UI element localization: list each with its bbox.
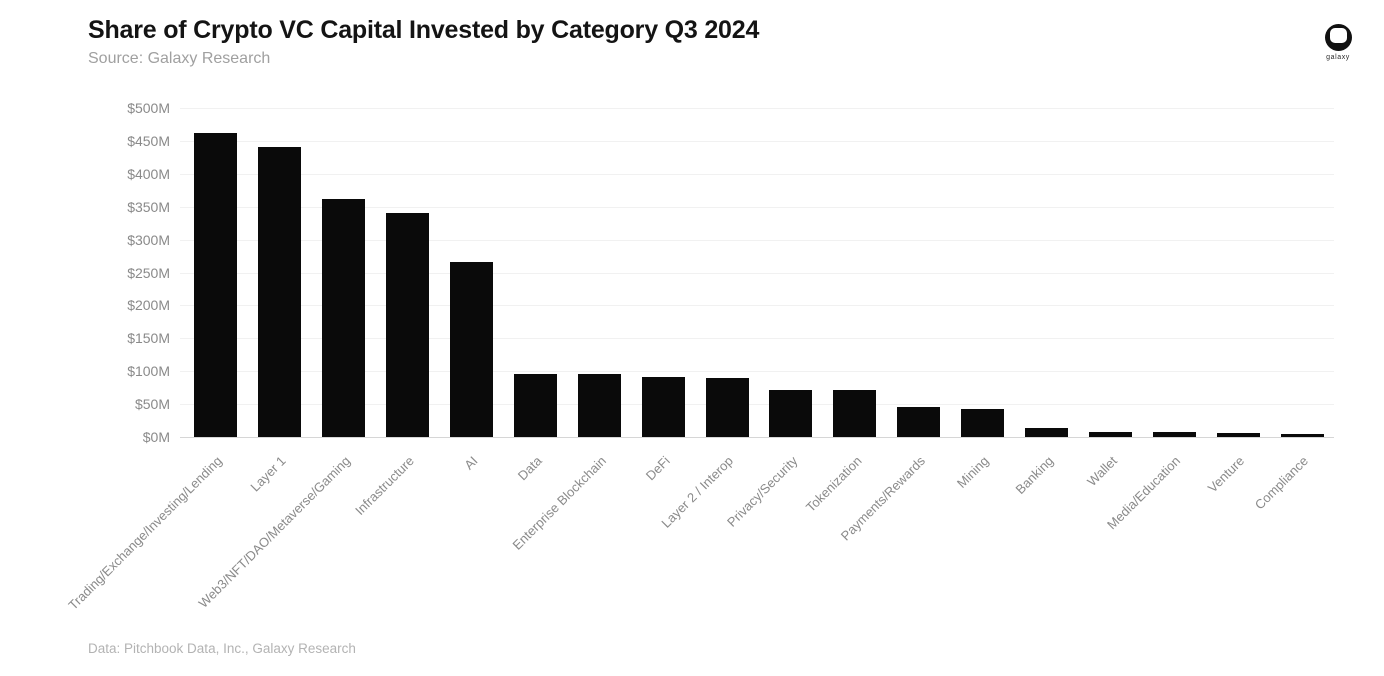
bar [1025, 428, 1068, 437]
gridline [180, 108, 1334, 109]
bar [1281, 434, 1324, 437]
x-axis-line [180, 437, 1334, 438]
galaxy-logo: galaxy [1318, 24, 1358, 61]
y-tick-label: $150M [127, 330, 170, 347]
x-tick-label: Mining [954, 453, 992, 491]
galaxy-logo-label: galaxy [1326, 54, 1350, 61]
galaxy-logo-icon [1324, 24, 1352, 51]
y-tick-label: $50M [134, 396, 170, 413]
y-tick-label: $0M [142, 429, 170, 445]
bar [897, 407, 940, 437]
gridline [180, 173, 1334, 175]
y-tick-label: $250M [127, 264, 170, 281]
x-tick-label: Data [514, 453, 545, 484]
y-tick-label: $500M [127, 100, 170, 116]
x-tick-label: Venture [1205, 453, 1248, 496]
gridline [180, 305, 1334, 307]
bar [706, 378, 749, 437]
galaxy-logo-icon-hole [1329, 28, 1347, 43]
x-tick-label: Layer 1 [247, 453, 290, 495]
footer-note: Data: Pitchbook Data, Inc., Galaxy Resea… [88, 641, 356, 656]
x-tick-label: Privacy/Security [723, 453, 801, 530]
bar [322, 199, 365, 437]
bar [450, 262, 493, 437]
x-tick-label: Infrastructure [352, 453, 417, 518]
bar [961, 409, 1004, 437]
y-tick-label: $200M [127, 297, 170, 314]
y-tick-label: $450M [127, 132, 170, 149]
x-tick-label: Tokenization [802, 453, 865, 515]
gridline [180, 140, 1334, 142]
bar [1089, 432, 1132, 437]
x-tick-label: Trading/Exchange/Investing/Lending [65, 453, 226, 613]
bar [514, 374, 557, 437]
bar [769, 390, 812, 437]
y-tick-label: $100M [127, 363, 170, 380]
page-title: Share of Crypto VC Capital Invested by C… [88, 16, 760, 44]
x-tick-label: DeFi [642, 453, 673, 484]
bar [642, 377, 685, 437]
source-label: Source: Galaxy Research [88, 50, 271, 67]
y-tick-label: $300M [127, 231, 170, 248]
bar [258, 147, 301, 437]
bar [833, 390, 876, 437]
y-tick-label: $400M [127, 165, 170, 182]
gridline [180, 371, 1334, 373]
x-tick-label: Compliance [1252, 453, 1312, 513]
gridline [180, 272, 1334, 274]
bar [1217, 433, 1260, 437]
gridline [180, 239, 1334, 241]
x-tick-label: AI [461, 453, 481, 473]
gridline [180, 206, 1334, 208]
y-tick-label: $350M [127, 198, 170, 215]
bar [1153, 432, 1196, 437]
bar [578, 374, 621, 437]
x-tick-label: Banking [1011, 453, 1056, 498]
x-tick-label: Wallet [1083, 453, 1120, 490]
gridline [180, 338, 1334, 340]
bar [194, 133, 237, 437]
bar [386, 213, 429, 437]
gridline [180, 404, 1334, 406]
